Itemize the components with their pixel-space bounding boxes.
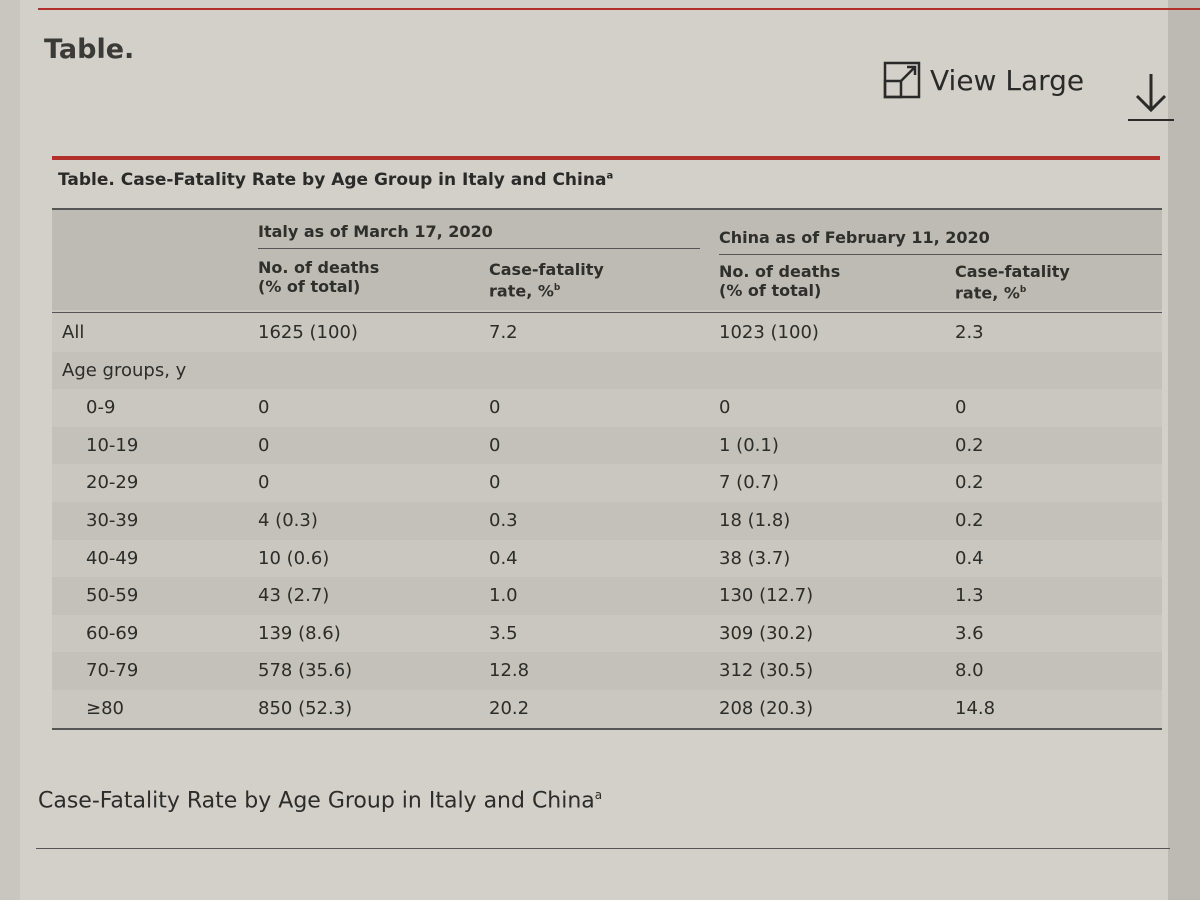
cell-china-deaths: 130 (12.7): [719, 585, 814, 607]
table-row: Age groups, y: [52, 351, 1162, 391]
cell-italy-rate: 12.8: [489, 660, 530, 682]
cell-china-deaths: 7 (0.7): [719, 472, 779, 494]
page-left-edge: [0, 0, 20, 900]
cell-china-deaths: 309 (30.2): [719, 622, 814, 644]
cell-china-deaths: 38 (3.7): [719, 547, 791, 569]
cell-italy-rate: 0.4: [489, 547, 518, 569]
cell-italy-rate: 0.3: [489, 510, 518, 531]
cell-label: 60-69: [86, 622, 139, 644]
table-caption: Table. Case-Fatality Rate by Age Group i…: [58, 170, 613, 190]
cell-italy-deaths: 139 (8.6): [258, 622, 341, 644]
cell-italy-deaths: 0: [258, 434, 270, 456]
table-header: Italy as of March 17, 2020 China as of F…: [52, 210, 1162, 310]
figure-subcaption[interactable]: Case-Fatality Rate by Age Group in Italy…: [38, 788, 602, 813]
header-rule: [52, 312, 1162, 313]
col-italy-rate-footnote: b: [553, 283, 561, 293]
cell-italy-rate: 0: [489, 397, 501, 419]
cell-label: ≥80: [86, 698, 124, 719]
col-italy-rate: Case-fatality rate, %b: [489, 260, 604, 300]
cell-italy-rate: 1.0: [489, 585, 518, 607]
download-arrow-icon[interactable]: [1128, 72, 1174, 124]
cell-china-deaths: 312 (30.5): [719, 660, 814, 682]
col-china-rate-footnote: b: [1019, 285, 1027, 295]
top-accent-rule: [38, 8, 1200, 10]
table-row: 10-19 0 0 1 (0.1) 0.2: [52, 426, 1162, 466]
cell-china-deaths: 1023 (100): [719, 322, 819, 343]
cell-label: All: [62, 322, 85, 343]
cell-china-deaths: 208 (20.3): [719, 698, 814, 719]
cell-italy-rate: 0: [489, 472, 501, 494]
cell-china-deaths: 0: [719, 397, 731, 419]
table-row: 30-39 4 (0.3) 0.3 18 (1.8) 0.2: [52, 502, 1162, 541]
cell-italy-rate: 7.2: [489, 322, 518, 343]
group-header-italy: Italy as of March 17, 2020: [258, 222, 493, 241]
cell-china-deaths: 1 (0.1): [719, 434, 779, 456]
cell-label: 50-59: [86, 585, 139, 607]
col-china-rate: Case-fatality rate, %b: [955, 262, 1070, 302]
table-caption-text: Table. Case-Fatality Rate by Age Group i…: [58, 170, 607, 190]
table-row: 70-79 578 (35.6) 12.8 312 (30.5) 8.0: [52, 652, 1162, 692]
cell-label: 40-49: [86, 547, 139, 569]
cell-italy-deaths: 10 (0.6): [258, 547, 330, 569]
table-row: ≥80 850 (52.3) 20.2 208 (20.3) 14.8: [52, 690, 1162, 729]
group-header-china: China as of February 11, 2020: [719, 228, 990, 247]
page-right-edge: [1168, 0, 1200, 900]
expand-icon: [883, 61, 921, 99]
cell-italy-deaths: 0: [258, 472, 270, 494]
cell-italy-deaths: 850 (52.3): [258, 698, 353, 719]
view-large-button[interactable]: View Large: [882, 60, 1084, 100]
cell-italy-rate: 20.2: [489, 698, 530, 719]
cell-china-deaths: 18 (1.8): [719, 510, 791, 531]
col-italy-deaths: No. of deaths (% of total): [258, 258, 380, 296]
table-row: 40-49 10 (0.6) 0.4 38 (3.7) 0.4: [52, 539, 1162, 579]
table-caption-footnote: a: [606, 170, 614, 182]
table-accent-rule: [52, 156, 1160, 160]
subcaption-footnote: a: [594, 788, 603, 802]
cell-italy-deaths: 578 (35.6): [258, 660, 353, 682]
data-table: Italy as of March 17, 2020 China as of F…: [52, 208, 1162, 730]
page-title: Table.: [44, 34, 135, 65]
cell-china-rate: 1.3: [955, 585, 984, 607]
cell-italy-deaths: 4 (0.3): [258, 510, 318, 531]
col-china-deaths: No. of deaths (% of total): [719, 262, 841, 300]
cell-china-rate: 0.2: [955, 434, 984, 456]
cell-label: 30-39: [86, 510, 139, 531]
cell-label: 70-79: [86, 660, 139, 682]
cell-china-rate: 8.0: [955, 660, 984, 682]
cell-italy-deaths: 1625 (100): [258, 322, 358, 343]
table-row: 0-9 0 0 0 0: [52, 389, 1162, 429]
table-row: 60-69 139 (8.6) 3.5 309 (30.2) 3.6: [52, 614, 1162, 654]
cell-china-rate: 3.6: [955, 622, 984, 644]
cell-italy-rate: 3.5: [489, 622, 518, 644]
bottom-rule: [36, 848, 1170, 849]
col-italy-rate-text: Case-fatality rate, %: [489, 260, 604, 301]
col-china-rate-text: Case-fatality rate, %: [955, 262, 1070, 303]
cell-label: Age groups, y: [62, 359, 187, 381]
cell-italy-rate: 0: [489, 434, 501, 456]
cell-label: 10-19: [86, 434, 139, 456]
table-bottom-rule: [52, 728, 1162, 730]
view-large-label: View Large: [930, 63, 1085, 97]
cell-label: 0-9: [86, 397, 116, 419]
subcaption-text: Case-Fatality Rate by Age Group in Italy…: [38, 788, 595, 814]
cell-label: 20-29: [86, 472, 139, 494]
cell-china-rate: 0.2: [955, 510, 984, 531]
cell-china-rate: 0.4: [955, 547, 984, 569]
group-rule-china: [719, 254, 1162, 255]
cell-china-rate: 14.8: [955, 698, 996, 719]
table-row: 20-29 0 0 7 (0.7) 0.2: [52, 464, 1162, 504]
cell-italy-deaths: 43 (2.7): [258, 585, 330, 607]
cell-china-rate: 0.2: [955, 472, 984, 494]
cell-china-rate: 0: [955, 397, 967, 419]
cell-italy-deaths: 0: [258, 397, 270, 419]
group-rule-italy: [258, 248, 700, 249]
table-row: 50-59 43 (2.7) 1.0 130 (12.7) 1.3: [52, 577, 1162, 617]
table-row: All 1625 (100) 7.2 1023 (100) 2.3: [52, 314, 1162, 353]
cell-china-rate: 2.3: [955, 322, 984, 343]
